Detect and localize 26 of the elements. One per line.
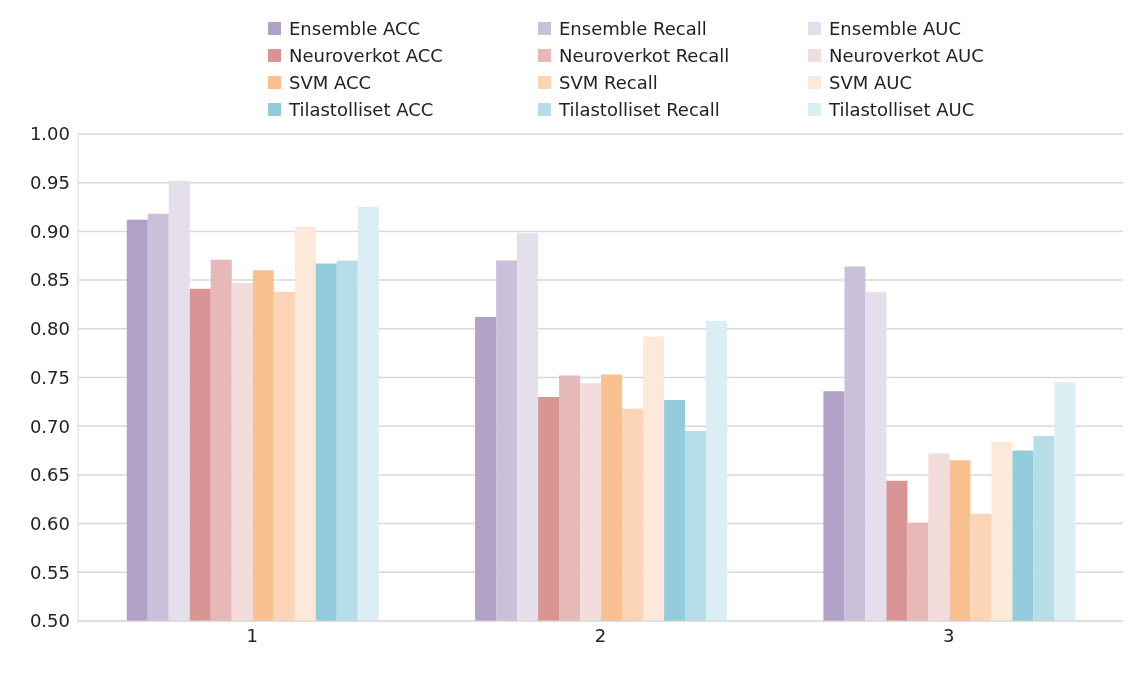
legend-label: Ensemble AUC xyxy=(829,18,962,39)
y-tick-label: 0.85 xyxy=(29,269,70,291)
legend-label: SVM Recall xyxy=(559,72,658,93)
legend-label: SVM AUC xyxy=(829,72,913,93)
legend-label: Tilastolliset AUC xyxy=(829,99,975,120)
legend-label: Tilastolliset Recall xyxy=(559,99,720,120)
y-tick-label: 0.80 xyxy=(29,318,70,340)
x-tick-label: 1 xyxy=(246,624,258,646)
y-tick-label: 0.60 xyxy=(29,512,70,534)
y-tick-label: 0.65 xyxy=(29,464,70,486)
legend-label: SVM ACC xyxy=(289,72,372,93)
legend-label: Neuroverkot ACC xyxy=(289,45,443,66)
y-tick-label: 1.00 xyxy=(29,123,70,145)
legend-label: Neuroverkot AUC xyxy=(829,45,984,66)
y-tick-label: 0.90 xyxy=(29,220,70,242)
legend-label: Ensemble ACC xyxy=(289,18,421,39)
y-tick-label: 0.95 xyxy=(29,172,70,194)
x-tick-label: 2 xyxy=(594,624,607,646)
y-tick-label: 0.55 xyxy=(29,561,70,583)
y-tick-label: 0.70 xyxy=(29,415,70,437)
legend-label: Tilastolliset ACC xyxy=(289,99,434,120)
legend-label: Neuroverkot Recall xyxy=(559,45,730,66)
legend-label: Ensemble Recall xyxy=(559,18,707,39)
y-tick-label: 0.50 xyxy=(29,610,70,632)
y-tick-label: 0.75 xyxy=(29,366,70,388)
x-tick-label: 3 xyxy=(943,624,955,646)
